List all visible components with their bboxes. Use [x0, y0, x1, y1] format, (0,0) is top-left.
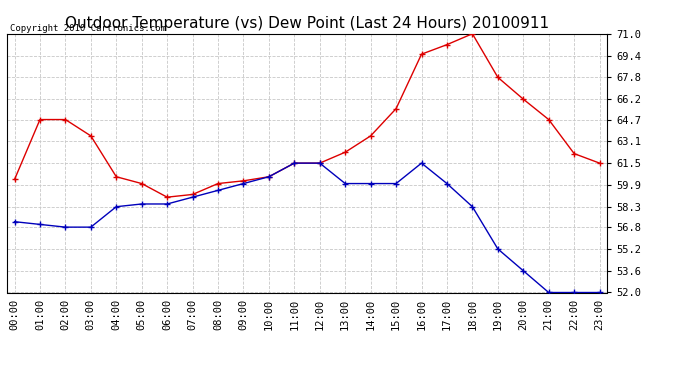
Text: Copyright 2010 Cartronics.com: Copyright 2010 Cartronics.com — [10, 24, 166, 33]
Title: Outdoor Temperature (vs) Dew Point (Last 24 Hours) 20100911: Outdoor Temperature (vs) Dew Point (Last… — [65, 16, 549, 31]
